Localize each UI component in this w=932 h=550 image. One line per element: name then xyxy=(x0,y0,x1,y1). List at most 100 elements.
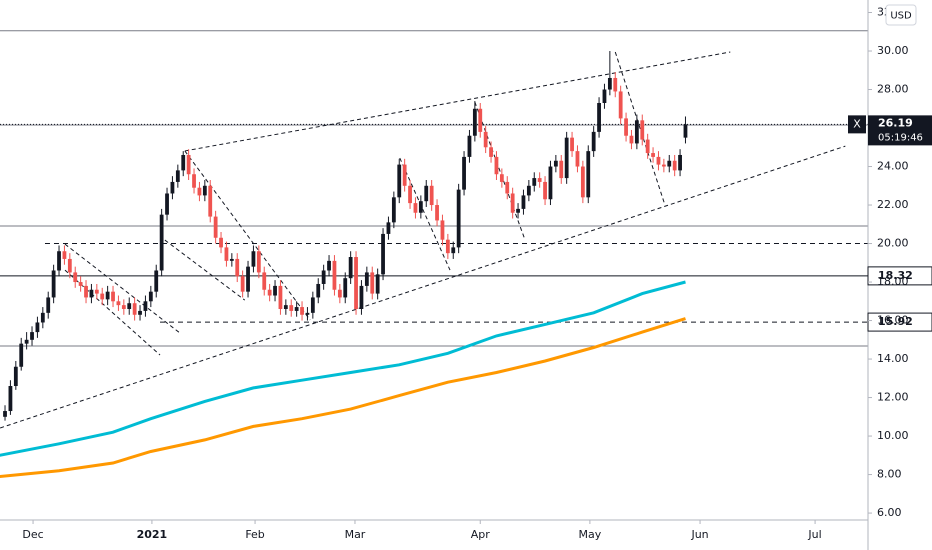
candle-body xyxy=(564,137,569,179)
x-tick-label: Apr xyxy=(471,528,491,541)
candle-body xyxy=(132,303,137,315)
candle-body xyxy=(19,343,24,367)
candle-body xyxy=(89,289,94,298)
candle-body xyxy=(467,135,472,157)
candle-body xyxy=(580,166,585,198)
candle-body xyxy=(440,220,445,240)
candle-body xyxy=(46,297,51,313)
candle-body xyxy=(159,214,164,271)
candle-body xyxy=(472,108,477,136)
x-tick-label: 2021 xyxy=(137,528,168,541)
candle-body xyxy=(667,160,672,167)
candle-body xyxy=(494,156,499,175)
currency-box[interactable] xyxy=(885,4,917,26)
candle-body xyxy=(224,247,229,261)
trendline xyxy=(614,51,666,206)
candle-body xyxy=(537,178,542,182)
candle-body xyxy=(499,174,504,182)
level-label: 18.32 xyxy=(878,269,913,282)
candle-body xyxy=(613,77,618,92)
candle-body xyxy=(3,411,7,417)
y-tick-label: 16.00 xyxy=(877,314,909,327)
candle-body xyxy=(429,185,434,206)
trendline xyxy=(64,243,181,334)
candle-body xyxy=(332,260,337,290)
x-tick-label: Mar xyxy=(345,528,366,541)
candle-body xyxy=(661,164,666,167)
candle-body xyxy=(73,272,78,283)
y-tick-label: 24.00 xyxy=(877,160,909,173)
candle-body xyxy=(283,305,288,309)
candle-body xyxy=(208,185,213,217)
candle-body xyxy=(483,131,488,148)
candle-body xyxy=(624,118,628,136)
level-label-bg xyxy=(867,312,932,332)
y-tick-label: 6.00 xyxy=(877,506,902,519)
candle-body xyxy=(62,251,67,259)
candle-body xyxy=(100,293,105,300)
y-tick-label: 28.00 xyxy=(877,83,909,96)
candle-body xyxy=(30,332,34,340)
trendline xyxy=(164,239,246,301)
trendline xyxy=(184,51,731,152)
candle-body xyxy=(445,239,450,254)
candle-body xyxy=(559,160,564,179)
candle-body xyxy=(402,164,407,186)
candle-body xyxy=(370,272,375,294)
candle-body xyxy=(121,305,126,309)
candle-body xyxy=(327,260,331,271)
candle-body xyxy=(300,307,304,315)
candle-body xyxy=(181,154,186,171)
plot-area xyxy=(0,30,868,478)
candle-body xyxy=(278,285,283,309)
candle-body xyxy=(516,208,520,213)
candle-body xyxy=(651,153,655,157)
candle-body xyxy=(510,193,515,213)
candle-body xyxy=(386,222,391,234)
close-button-bg[interactable] xyxy=(848,115,866,134)
candle-body xyxy=(418,201,423,213)
candle-body xyxy=(435,205,439,221)
candle-body xyxy=(375,274,380,294)
candle-body xyxy=(521,195,526,209)
candle-body xyxy=(186,154,191,175)
candle-body xyxy=(570,137,574,152)
y-tick-label: 10.00 xyxy=(877,429,909,442)
candle-body xyxy=(154,270,159,292)
candle-body xyxy=(683,124,688,138)
level-label: 15.92 xyxy=(878,315,913,328)
candle-body xyxy=(672,160,677,171)
candle-body xyxy=(235,258,240,277)
candle-body xyxy=(597,102,601,132)
candle-body xyxy=(451,247,456,254)
candle-body xyxy=(251,251,256,267)
candle-body xyxy=(127,303,132,309)
trendline xyxy=(184,150,311,321)
candle-body xyxy=(526,185,531,196)
x-tick-label: May xyxy=(579,528,602,541)
y-tick-label: 30.00 xyxy=(877,44,909,57)
candle-body xyxy=(413,203,418,213)
candle-body xyxy=(607,77,612,90)
candle-body xyxy=(645,139,650,154)
candle-body xyxy=(273,285,277,296)
candle-body xyxy=(381,233,385,275)
candle-body xyxy=(462,156,466,190)
candle-body xyxy=(138,310,142,315)
candle-body xyxy=(489,147,493,157)
candle-body xyxy=(640,120,645,140)
candle-body xyxy=(478,108,483,132)
candle-body xyxy=(305,312,310,315)
candle-body xyxy=(143,301,148,311)
currency: USD xyxy=(890,11,912,22)
candle-body xyxy=(256,251,261,273)
candle-body xyxy=(219,237,223,248)
candle-body xyxy=(40,312,45,323)
candle-body xyxy=(543,181,547,200)
candle-body xyxy=(591,131,596,152)
candle-body xyxy=(192,174,196,188)
axes: 18.32 15.92 6.00 8.00 10.00 12.00 14.00 16.00 18… xyxy=(22,6,932,541)
close-button[interactable]: X xyxy=(853,117,861,130)
candle-body xyxy=(13,366,18,387)
candle-body xyxy=(316,283,321,298)
